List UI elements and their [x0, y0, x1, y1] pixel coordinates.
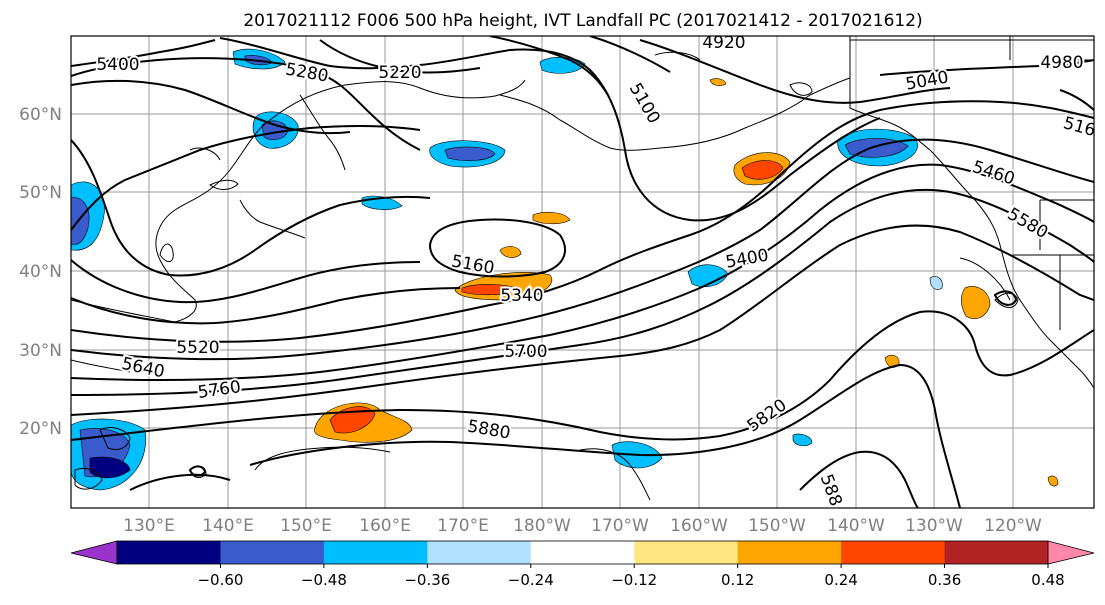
contour-label: 5220	[378, 63, 421, 83]
lat-label: 60°N	[19, 105, 62, 125]
map-frame	[70, 35, 1095, 509]
lon-label: 130°E	[123, 516, 175, 536]
lon-label: 160°W	[670, 516, 728, 536]
figure-title: 2017021112 F006 500 hPa height, IVT Land…	[243, 11, 922, 31]
colorbar-tick-label: −0.24	[508, 571, 554, 589]
colorbar-tick-label: 0.36	[928, 571, 961, 589]
coastlines	[71, 36, 1094, 501]
colorbar-segment	[634, 541, 739, 564]
colorbar-segment	[841, 541, 946, 564]
lon-label: 150°W	[748, 516, 806, 536]
colorbar-tick-label: −0.60	[197, 571, 243, 589]
lon-label: 180°W	[513, 516, 571, 536]
colorbar-tick-label: 0.12	[721, 571, 754, 589]
contour-label: 5400	[96, 55, 139, 75]
lon-label: 170°W	[591, 516, 649, 536]
colorbar-segment	[117, 541, 221, 564]
colorbar-frame	[116, 540, 1049, 565]
colorbar: −0.60 −0.48 −0.36 −0.24 −0.12 0.12 0.24 0.36 0.4…	[70, 540, 1095, 589]
map-background	[71, 36, 1094, 508]
colorbar-tick-label: −0.12	[611, 571, 657, 589]
lon-label: 140°W	[827, 516, 885, 536]
longitude-labels: 130°E 140°E 150°E 160°E 170°E 180°W 170°…	[123, 516, 1042, 536]
contour-label: 5520	[176, 338, 219, 358]
lon-label: 120°W	[984, 516, 1042, 536]
colorbar-extend-right	[1047, 540, 1095, 565]
colorbar-extend-left	[70, 540, 118, 565]
contour-label: 5340	[500, 286, 543, 306]
lat-label: 50°N	[19, 183, 62, 203]
small-contours	[188, 290, 1018, 477]
latitude-labels: 60°N 50°N 40°N 30°N 20°N	[19, 105, 62, 439]
lon-label: 150°E	[280, 516, 332, 536]
colorbar-segment	[530, 541, 635, 564]
lat-label: 30°N	[19, 341, 62, 361]
lon-label: 140°E	[202, 516, 254, 536]
contour-label: 4920	[702, 33, 745, 53]
colorbar-segment	[944, 541, 1049, 564]
colorbar-tick-label: −0.36	[404, 571, 450, 589]
map-panel: 5400 5280 5220 4920 5100 5040 4980 516 5…	[70, 33, 1095, 509]
height-contours	[71, 36, 1094, 508]
contour-label: 5700	[504, 342, 547, 362]
colorbar-segment	[220, 541, 325, 564]
lon-label: 130°W	[905, 516, 963, 536]
colorbar-tick-label: 0.24	[824, 571, 857, 589]
colorbar-segment	[427, 541, 532, 564]
colorbar-segment	[737, 541, 842, 564]
colorbar-tick-label: −0.48	[301, 571, 347, 589]
contour-label: 4980	[1040, 53, 1083, 73]
ivt-positive-shading	[314, 78, 1059, 487]
colorbar-segment	[323, 541, 428, 564]
lon-label: 170°E	[437, 516, 489, 536]
ivt-negative-shading	[71, 48, 943, 491]
colorbar-tick-label: 0.48	[1031, 571, 1064, 589]
lon-label: 160°E	[359, 516, 411, 536]
lat-label: 20°N	[19, 419, 62, 439]
lat-label: 40°N	[19, 262, 62, 282]
